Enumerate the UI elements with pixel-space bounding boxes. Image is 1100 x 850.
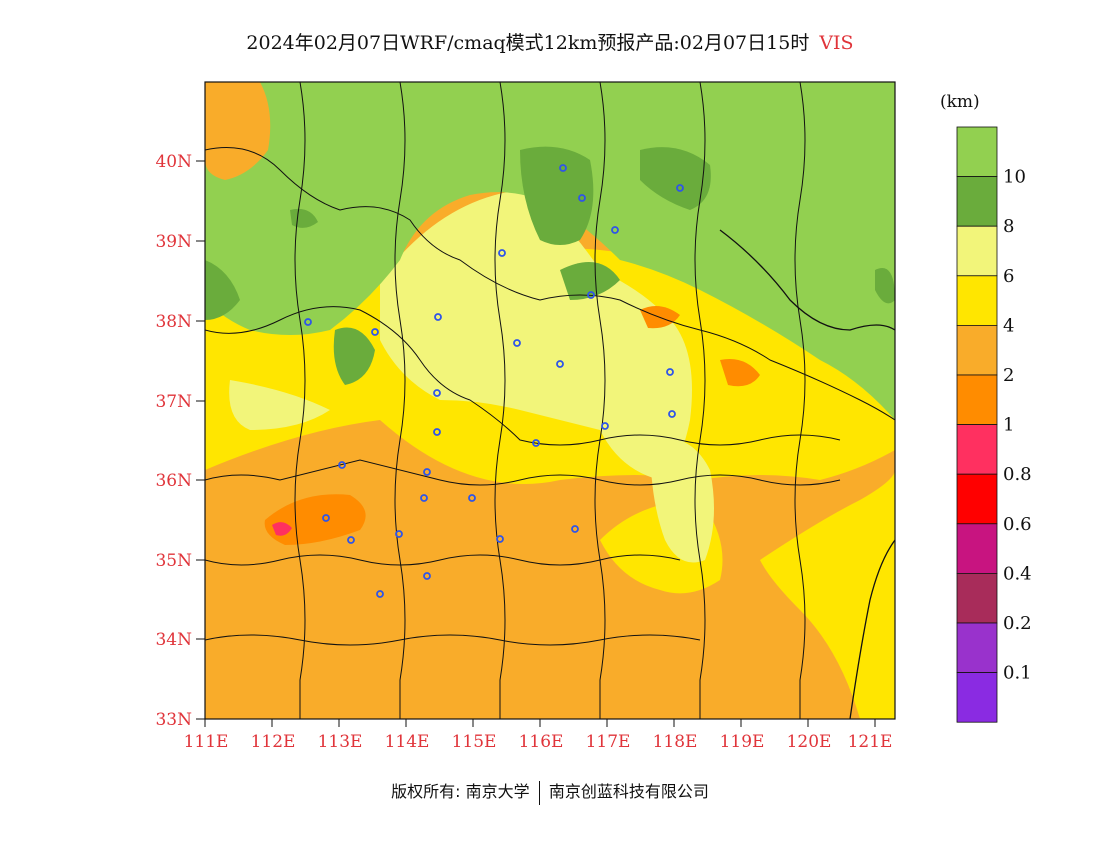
station-marker — [676, 184, 684, 192]
lon-tick-label: 117E — [586, 732, 631, 752]
legend-swatch — [956, 176, 998, 227]
lat-tick-label: 36N — [155, 471, 192, 491]
map-title: 2024年02月07日WRF/cmaq模式12km预报产品:02月07日15时 V… — [0, 28, 1100, 55]
station-marker — [611, 226, 619, 234]
station-markers — [304, 164, 684, 598]
legend-swatch — [956, 523, 998, 574]
legend-swatch — [956, 424, 998, 475]
station-marker — [513, 339, 521, 347]
legend-label: 0.1 — [1003, 663, 1032, 684]
lat-tick-label: 34N — [155, 630, 192, 650]
lon-tick-label: 119E — [720, 732, 765, 752]
station-marker — [666, 368, 674, 376]
lon-tick-label: 121E — [848, 732, 893, 752]
station-marker — [423, 468, 431, 476]
lat-axis: 40N 39N 38N 37N 36N 35N 34N 33N — [155, 152, 205, 730]
lat-tick-label: 39N — [155, 232, 192, 252]
station-marker — [496, 535, 504, 543]
legend-label: 6 — [1003, 266, 1014, 287]
station-marker — [347, 536, 355, 544]
station-marker — [559, 164, 567, 172]
station-marker — [601, 422, 609, 430]
station-marker — [434, 313, 442, 321]
org-chuanglan: 南京创蓝科技有限公司 — [548, 782, 709, 801]
legend-label: 2 — [1003, 365, 1014, 386]
station-marker — [578, 194, 586, 202]
lon-tick-label: 118E — [653, 732, 698, 752]
legend-unit: (km) — [940, 92, 980, 112]
copyright-label: 版权所有: — [391, 782, 461, 801]
legend-label: 1 — [1003, 415, 1014, 436]
lon-tick-label: 120E — [787, 732, 832, 752]
legend-swatch — [956, 672, 998, 723]
legend-label: 10 — [1003, 167, 1026, 188]
footer: 版权所有: 南京大学 南京创蓝科技有限公司 — [0, 778, 1100, 805]
legend-label: 4 — [1003, 315, 1014, 336]
legend-labels: 10 8 6 4 2 1 0.8 0.6 0.4 0.2 0.1 — [1003, 167, 1032, 684]
station-marker — [468, 494, 476, 502]
footer-separator — [538, 780, 540, 805]
station-marker — [322, 514, 330, 522]
station-marker — [433, 389, 441, 397]
lat-tick-label: 35N — [155, 551, 192, 571]
lon-tick-label: 114E — [385, 732, 430, 752]
title-text: 2024年02月07日WRF/cmaq模式12km预报产品:02月07日15时 — [246, 32, 810, 54]
station-marker — [532, 439, 540, 447]
lat-tick-label: 33N — [155, 710, 192, 730]
station-marker — [420, 494, 428, 502]
lat-tick-label: 40N — [155, 152, 192, 172]
station-marker — [304, 318, 312, 326]
legend-swatch — [956, 126, 998, 177]
legend-label: 0.4 — [1003, 563, 1032, 584]
station-marker — [556, 360, 564, 368]
station-marker — [433, 428, 441, 436]
station-marker — [571, 525, 579, 533]
lat-tick-label: 38N — [155, 312, 192, 332]
legend-swatch — [956, 225, 998, 277]
station-marker — [395, 530, 403, 538]
lon-tick-label: 116E — [519, 732, 564, 752]
legend-label: 0.8 — [1003, 464, 1032, 485]
station-marker — [376, 590, 384, 598]
station-marker — [338, 461, 346, 469]
lon-tick-label: 112E — [251, 732, 296, 752]
legend-swatch — [956, 622, 998, 673]
lon-tick-label: 113E — [318, 732, 363, 752]
legend-swatch — [956, 324, 998, 376]
legend-swatch — [956, 275, 998, 326]
legend-swatch — [956, 374, 998, 425]
station-marker — [587, 291, 595, 299]
lon-tick-label: 115E — [452, 732, 497, 752]
station-marker — [668, 410, 676, 418]
variable-name: VIS — [819, 32, 854, 54]
org-nju: 南京大学 — [465, 782, 530, 801]
legend-swatch — [956, 573, 998, 624]
lat-tick-label: 37N — [155, 392, 192, 412]
legend-label: 0.6 — [1003, 514, 1032, 535]
lon-tick-label: 111E — [184, 732, 229, 752]
admin-boundaries — [205, 82, 895, 719]
legend-swatch — [956, 473, 998, 525]
lon-axis: 111E 112E 113E 114E 115E 116E 117E 118E … — [184, 719, 893, 752]
legend-label: 0.2 — [1003, 613, 1032, 634]
station-marker — [371, 328, 379, 336]
legend-label: 8 — [1003, 216, 1014, 237]
legend-colorbar — [956, 126, 998, 723]
station-marker — [423, 572, 431, 580]
station-marker — [498, 249, 506, 257]
map-fill — [205, 82, 895, 719]
